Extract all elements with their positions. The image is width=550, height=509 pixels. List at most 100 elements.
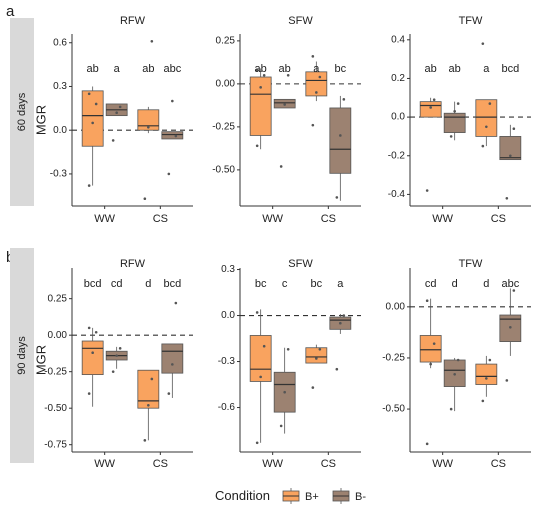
data-point xyxy=(87,392,91,395)
box-body xyxy=(137,109,160,131)
panel-title: RFW xyxy=(120,258,146,270)
strip-label: 60 days xyxy=(16,92,28,131)
data-point xyxy=(171,363,174,366)
box-body xyxy=(161,343,184,374)
data-point xyxy=(509,325,512,329)
data-point xyxy=(509,154,512,158)
significance-letter: bc xyxy=(311,278,323,290)
data-point xyxy=(259,86,262,89)
significance-letter: d xyxy=(145,278,151,290)
x-tick-label: WW xyxy=(94,458,115,470)
box-body xyxy=(305,347,328,364)
y-tick-label: 0.6 xyxy=(53,37,67,48)
data-point xyxy=(283,103,286,106)
box-ww-b-plus: bcd xyxy=(81,278,104,407)
data-point xyxy=(449,135,453,138)
box-body xyxy=(329,107,352,174)
data-point xyxy=(94,330,98,334)
data-point xyxy=(150,39,154,43)
data-point xyxy=(485,125,488,129)
x-tick-label: CS xyxy=(321,213,336,225)
x-tick-label: WW xyxy=(432,213,453,225)
data-point xyxy=(481,42,485,45)
data-point xyxy=(255,311,259,314)
y-tick-label: -0.50 xyxy=(382,404,405,415)
panel-sfw-90-days: SFW 0.3 0.0 -0.3 -0.6 WW CS bc c bc a xyxy=(218,258,361,470)
data-point xyxy=(286,73,290,77)
significance-letter: ab xyxy=(425,63,437,75)
box-body xyxy=(305,71,328,97)
box-ww-b-minus: a xyxy=(105,63,128,142)
data-point xyxy=(342,98,346,101)
box-ww-b-minus: ab xyxy=(443,63,466,141)
data-point xyxy=(429,362,432,366)
y-tick-label: -0.25 xyxy=(382,353,405,364)
x-tick-label: WW xyxy=(262,458,283,470)
data-point xyxy=(171,99,174,103)
data-point xyxy=(453,110,456,113)
x-tick-label: CS xyxy=(321,458,336,470)
panel-letter: a xyxy=(6,3,15,20)
data-point xyxy=(87,184,91,187)
data-point xyxy=(174,134,178,138)
data-point xyxy=(315,91,318,94)
data-point xyxy=(94,102,98,106)
data-point xyxy=(481,399,485,403)
data-point xyxy=(335,367,339,371)
data-point xyxy=(339,321,342,325)
box-ww-b-plus: bc xyxy=(249,278,272,445)
legend-label: B- xyxy=(355,491,366,503)
box-ww-b-minus: ab xyxy=(273,63,296,168)
box-cs-b-plus: bc xyxy=(305,278,328,389)
y-tick-label: 0.00 xyxy=(48,330,68,341)
data-point xyxy=(279,165,283,168)
data-point xyxy=(481,144,485,148)
x-tick-label: CS xyxy=(153,213,168,225)
data-point xyxy=(118,105,122,109)
box-cs-b-plus: a xyxy=(475,42,498,148)
data-point xyxy=(318,347,322,351)
x-tick-label: WW xyxy=(262,213,283,225)
y-axis-label: MGR xyxy=(33,345,48,375)
data-point xyxy=(456,102,460,105)
significance-letter: ab xyxy=(255,63,267,75)
box-ww-b-minus: d xyxy=(443,278,466,412)
box-cs-b-minus: bcd xyxy=(499,63,522,200)
legend-key-b-minus: B- xyxy=(332,488,366,504)
significance-letter: cd xyxy=(425,278,437,290)
significance-letter: bcd xyxy=(501,63,519,75)
box-ww-b-minus: cd xyxy=(105,278,128,373)
y-tick-label: 0.0 xyxy=(391,112,405,123)
box-body xyxy=(161,131,184,140)
data-point xyxy=(87,92,91,96)
box-ww-b-plus: ab xyxy=(81,63,104,187)
data-point xyxy=(286,347,290,351)
data-point xyxy=(255,68,259,72)
box-cs-b-plus: ab xyxy=(137,39,160,201)
data-point xyxy=(262,344,266,348)
box-body xyxy=(419,335,442,363)
box-ww-b-plus: ab xyxy=(249,63,272,150)
significance-letter: bcd xyxy=(84,278,102,290)
y-tick-label: 0.3 xyxy=(53,81,67,92)
data-point xyxy=(143,439,147,442)
data-point xyxy=(87,326,91,330)
panel-title: TFW xyxy=(459,15,483,27)
box-ww-b-minus: c xyxy=(273,278,296,434)
data-point xyxy=(91,351,94,354)
x-tick-label: WW xyxy=(94,213,115,225)
data-point xyxy=(143,197,147,201)
box-body xyxy=(249,76,272,136)
data-point xyxy=(167,392,171,395)
data-point xyxy=(311,386,315,389)
significance-letter: ab xyxy=(449,63,461,75)
x-tick-label: CS xyxy=(153,458,168,470)
box-ww-b-plus: cd xyxy=(419,278,442,446)
data-point xyxy=(279,424,283,428)
box-cs-b-plus: d xyxy=(475,278,498,403)
data-point xyxy=(111,139,115,142)
legend-key-b-plus: B+ xyxy=(282,488,319,504)
data-point xyxy=(429,106,432,109)
